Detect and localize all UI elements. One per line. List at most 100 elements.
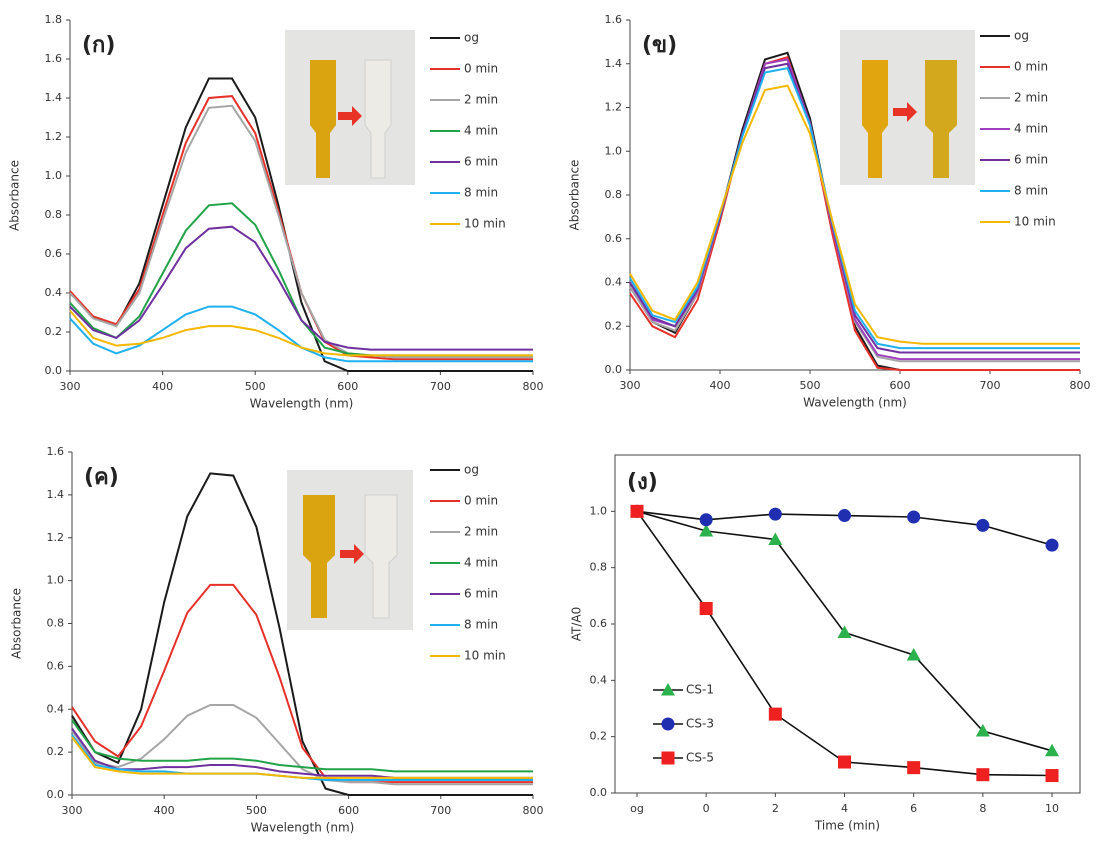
legend-label: CS-5: [686, 751, 714, 765]
marker: [661, 751, 675, 765]
y-tick-label: 1.4: [47, 488, 65, 501]
y-tick-label: 1.0: [47, 574, 65, 587]
legend-label: og: [1014, 29, 1029, 43]
legend-label: 4 min: [464, 556, 498, 570]
marker: [630, 504, 644, 518]
spectrum-line: [629, 84, 1080, 345]
y-tick-label: 1.6: [605, 13, 623, 26]
y-tick-label: 0.8: [605, 188, 623, 201]
marker: [975, 724, 990, 737]
y-tick-label: 0.0: [47, 788, 65, 801]
x-tick-label: 2: [772, 802, 779, 815]
y-tick-label: 0.4: [590, 673, 608, 686]
panel-label: (ค): [84, 465, 119, 490]
marker: [838, 755, 852, 769]
y-axis-title: AT/A0: [570, 607, 584, 642]
y-tick-label: 0.4: [47, 702, 65, 715]
spectrum-line: [69, 77, 533, 372]
x-tick-label: 700: [430, 804, 451, 817]
x-tick-label: 0: [703, 802, 710, 815]
spectrum-line: [69, 225, 533, 351]
y-tick-label: 1.2: [605, 101, 623, 114]
spectrum-line: [71, 736, 533, 779]
x-tick-label: 300: [62, 804, 83, 817]
inset-photo: [287, 470, 413, 630]
panel-label: (ข): [642, 33, 677, 58]
legend-label: 0 min: [464, 62, 498, 76]
inset-photo: [285, 30, 415, 185]
marker: [976, 768, 990, 782]
x-tick-label: 300: [60, 380, 81, 393]
marker: [1045, 538, 1059, 552]
y-tick-label: 0.6: [45, 247, 63, 260]
y-tick-label: 0.4: [605, 276, 623, 289]
y-tick-label: 0.0: [605, 363, 623, 376]
marker: [768, 507, 782, 521]
spectrum-line: [71, 472, 533, 796]
plot-frame: [614, 454, 1081, 794]
y-tick-label: 1.2: [47, 531, 65, 544]
inset-photo: [840, 30, 975, 185]
spectrum-line: [69, 309, 533, 357]
marker: [699, 513, 713, 527]
y-axis-title: Absorbance: [568, 160, 582, 231]
y-tick-label: 0.2: [590, 730, 608, 743]
legend-label: og: [464, 463, 479, 477]
y-tick-label: 1.6: [45, 52, 63, 65]
x-tick-label: 8: [979, 802, 986, 815]
connector-line: [636, 510, 1053, 777]
y-tick-label: 1.6: [47, 445, 65, 458]
legend-label: 8 min: [1014, 184, 1048, 198]
x-tick-label: 400: [154, 804, 175, 817]
marker: [768, 532, 783, 545]
y-tick-label: 0.8: [590, 561, 608, 574]
y-tick-label: 1.2: [45, 130, 63, 143]
x-axis-title: Wavelength (nm): [250, 397, 354, 411]
legend-label: 6 min: [1014, 153, 1048, 167]
legend-label: 10 min: [464, 649, 506, 663]
marker: [1045, 769, 1059, 783]
y-tick-label: 0.6: [47, 659, 65, 672]
y-tick-label: 0.2: [45, 325, 63, 338]
x-tick-label: og: [630, 802, 644, 815]
y-tick-label: 0.0: [45, 364, 63, 377]
marker: [699, 602, 713, 616]
y-tick-label: 1.8: [45, 13, 63, 26]
y-tick-label: 0.4: [45, 286, 63, 299]
y-tick-label: 1.4: [605, 57, 623, 70]
marker: [976, 518, 990, 532]
x-tick-label: 600: [337, 380, 358, 393]
legend-label: 8 min: [464, 618, 498, 632]
x-axis-title: Wavelength (nm): [251, 821, 355, 835]
legend-label: og: [464, 31, 479, 45]
x-axis-title: Time (min): [814, 819, 880, 833]
panel-label: (ง): [627, 470, 658, 495]
legend-label: 6 min: [464, 587, 498, 601]
marker: [1045, 743, 1060, 757]
x-tick-label: 600: [890, 379, 911, 392]
y-tick-label: 1.0: [45, 169, 63, 182]
legend-label: 10 min: [1014, 215, 1056, 229]
y-tick-label: 1.0: [605, 144, 623, 157]
panel-label: (ก): [82, 33, 115, 58]
x-tick-label: 800: [523, 380, 544, 393]
legend-label: 2 min: [1014, 91, 1048, 105]
y-tick-label: 1.0: [590, 504, 608, 517]
marker: [837, 625, 852, 638]
x-tick-label: 400: [152, 380, 173, 393]
x-tick-label: 600: [338, 804, 359, 817]
legend-label: 4 min: [464, 124, 498, 138]
legend-label: 0 min: [1014, 60, 1048, 74]
x-tick-label: 300: [620, 379, 641, 392]
legend-label: 2 min: [464, 525, 498, 539]
spectrum-line: [71, 704, 533, 786]
y-tick-label: 0.0: [590, 786, 608, 799]
marker: [699, 524, 714, 537]
spectrum-line: [629, 55, 1080, 371]
y-axis-title: Absorbance: [10, 588, 24, 659]
y-tick-label: 0.8: [47, 617, 65, 630]
y-axis-title: Absorbance: [8, 160, 22, 231]
y-tick-label: 0.8: [45, 208, 63, 221]
